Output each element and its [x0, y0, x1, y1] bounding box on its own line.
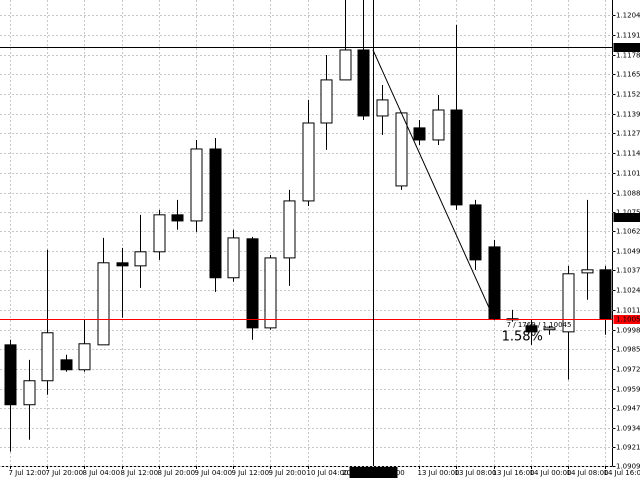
- candle-body: [41, 332, 54, 382]
- y-tick-label: 1.10495: [616, 248, 640, 256]
- x-tick-label: 7 Jul 12:00: [9, 469, 47, 477]
- y-tick-label: 1.09855: [616, 346, 640, 354]
- y-tick-label: 1.11910: [616, 32, 640, 40]
- candle-body: [488, 246, 501, 320]
- y-tick-label: 1.09470: [616, 405, 640, 413]
- y-tick-label: 1.09725: [616, 366, 640, 374]
- candle-body: [134, 251, 147, 267]
- candle-body: [543, 327, 556, 331]
- candle-body: [357, 49, 370, 117]
- candle-body: [264, 257, 277, 329]
- price-label-box: [613, 315, 640, 324]
- x-tick-label: 8 Jul 04:00: [83, 469, 121, 477]
- y-tick-label: 1.11140: [616, 150, 640, 158]
- candle-body: [4, 344, 17, 406]
- y-tick-label: 1.11270: [616, 130, 640, 138]
- candle-body: [97, 262, 110, 346]
- x-tick-label: 9 Jul 20:00: [269, 469, 307, 477]
- candle-body: [302, 122, 315, 202]
- x-tick-label: 13 Jul 16:00: [493, 469, 535, 477]
- candle-body: [581, 269, 594, 274]
- candle-body: [227, 237, 240, 279]
- candle-body: [469, 204, 482, 261]
- candle-body: [562, 273, 575, 333]
- candle-body: [78, 343, 91, 371]
- candle-body: [376, 99, 389, 117]
- candle-body: [60, 359, 73, 371]
- candle-body: [171, 214, 184, 222]
- y-tick-label: 1.11780: [616, 52, 640, 60]
- candle-body: [450, 109, 463, 206]
- y-tick-label: 1.10625: [616, 228, 640, 236]
- trendline-label: 7 / 1769 / 1.10045: [507, 321, 572, 329]
- candle-body: [395, 112, 408, 187]
- x-tick-label: 10 Jul 04:00: [307, 469, 349, 477]
- x-tick-label: 7 Jul 20:00: [46, 469, 84, 477]
- candle-body: [209, 148, 222, 279]
- x-tick-label: 14 Jul 00:00: [530, 469, 572, 477]
- y-tick-label: 1.09090: [616, 463, 640, 471]
- x-tick-label: 8 Jul 12:00: [121, 469, 159, 477]
- x-tick-label: 14 Jul 08:00: [567, 469, 609, 477]
- y-tick-label: 1.10240: [616, 287, 640, 295]
- x-tick-label: 14 Jul 16:00: [604, 469, 640, 477]
- y-tick-label: 1.11010: [616, 170, 640, 178]
- y-tick-label: 1.12040: [616, 12, 640, 20]
- y-tick-label: 1.10880: [616, 190, 640, 198]
- candle-body: [599, 269, 612, 320]
- x-tick-label: 8 Jul 20:00: [158, 469, 196, 477]
- candle-body: [339, 49, 352, 81]
- candle-body: [116, 262, 129, 267]
- candle-body: [246, 238, 259, 329]
- candle-body: [413, 127, 426, 141]
- candle-body: [525, 325, 538, 333]
- candle-body: [283, 200, 296, 259]
- x-tick-label: 13 Jul 00:00: [418, 469, 460, 477]
- y-tick-label: 1.10110: [616, 307, 640, 315]
- trendline: [372, 49, 496, 321]
- crosshair-time-label: 2015.07.10 20:00: [342, 469, 404, 477]
- price-label: 1.10720: [616, 214, 640, 222]
- y-tick-label: 1.11395: [616, 111, 640, 119]
- candle-body: [320, 79, 333, 124]
- price-label: 1.10053: [616, 316, 640, 324]
- candle-body: [432, 109, 445, 141]
- candle-body: [23, 380, 36, 406]
- y-tick-label: 1.09980: [616, 327, 640, 335]
- y-tick-label: 1.09595: [616, 386, 640, 394]
- y-tick-label: 1.09340: [616, 425, 640, 433]
- trendline-percent: 1.58%: [502, 330, 543, 345]
- x-tick-label: 9 Jul 12:00: [232, 469, 270, 477]
- x-tick-label: 13 Jul 08:00: [455, 469, 497, 477]
- y-tick-label: 1.11655: [616, 71, 640, 79]
- y-tick-label: 1.09215: [616, 444, 640, 452]
- crosshair-price-label: 1.11834: [616, 44, 640, 52]
- candle-body: [153, 214, 166, 253]
- crosshair-time-box: [349, 467, 398, 478]
- price-label-box: [613, 213, 640, 222]
- candle-body: [190, 148, 203, 222]
- x-tick-label: 9 Jul 04:00: [195, 469, 233, 477]
- y-tick-label: 1.11525: [616, 91, 640, 99]
- y-tick-label: 1.10755: [616, 209, 640, 217]
- y-tick-label: 1.10370: [616, 267, 640, 275]
- crosshair-price-box: [613, 43, 640, 52]
